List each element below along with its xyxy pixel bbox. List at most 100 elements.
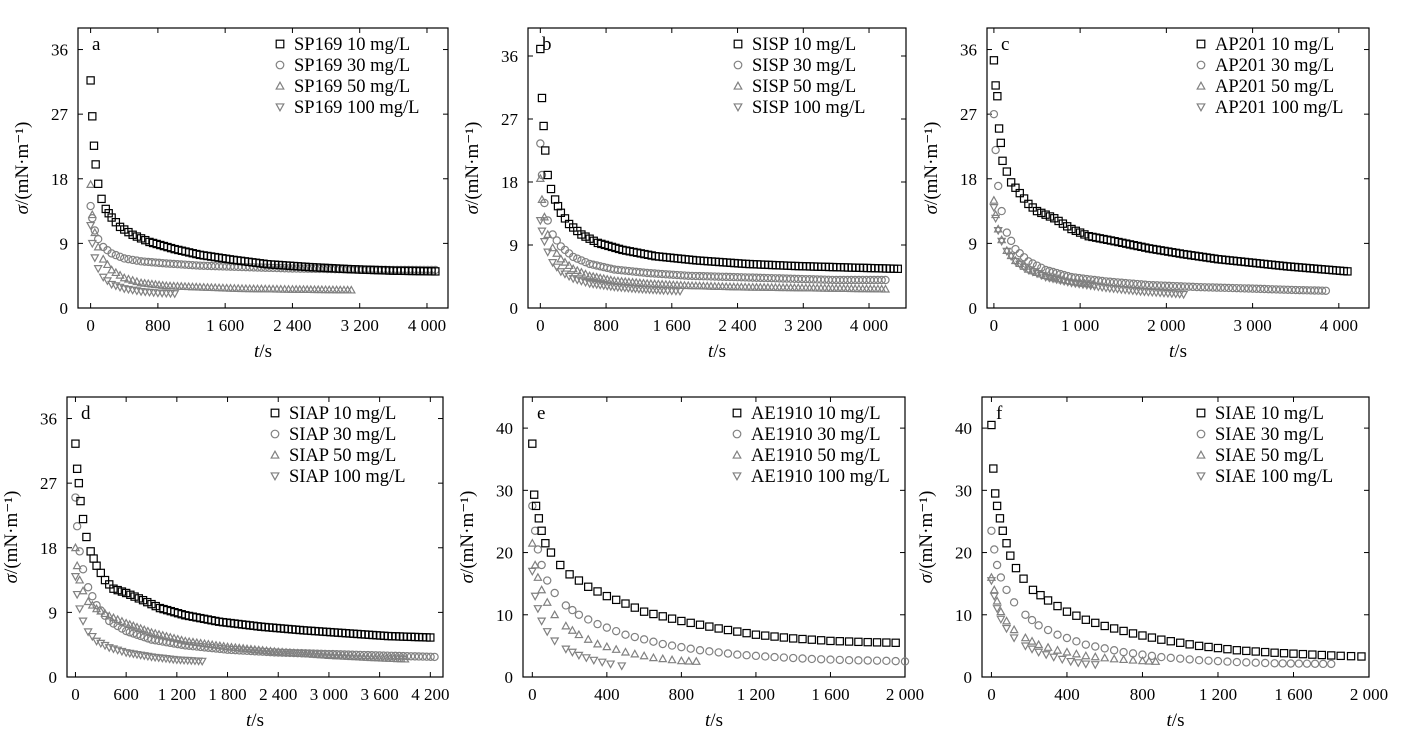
data-point [92,561,101,570]
data-point [1308,650,1317,659]
legend-marker [732,408,742,418]
x-tick-label: 0 [987,685,996,704]
data-point [1152,281,1162,290]
data-point [1019,253,1029,262]
data-point [991,145,1000,155]
y-tick-label: 27 [51,105,69,124]
data-point [574,610,584,619]
x-tick-label: 4 000 [1320,316,1358,335]
data-point [556,268,566,277]
data-point [1011,183,1020,192]
x-tick-label: 3 600 [361,685,399,704]
x-axis-label: t/s [246,710,264,731]
data-point [1286,659,1295,668]
data-point [140,633,149,642]
legend-marker [275,60,285,70]
y-tick-label: 10 [955,606,972,625]
data-point [414,652,424,661]
x-tick-label: 0 [528,685,537,704]
data-point [71,439,80,448]
data-point [1006,252,1016,262]
data-point [88,214,97,223]
legend-label: SP169 10 mg/L [294,35,410,55]
data-series [986,572,1161,665]
y-tick-label: 18 [51,170,68,189]
data-point [863,637,872,647]
data-point [550,637,560,646]
data-point [320,649,330,659]
y-tick-label: 36 [51,41,68,60]
data-point [132,276,142,286]
data-point [592,639,603,648]
data-point [742,628,751,638]
data-point [262,647,271,657]
data-point [109,619,118,628]
data-point [1204,642,1213,652]
data-point [270,648,279,657]
data-point [990,545,999,554]
data-point [1034,639,1044,649]
data-point [597,658,607,667]
data-point [584,615,593,624]
data-point [402,651,412,661]
data-point [593,619,602,629]
data-point [593,587,602,596]
data-point [1002,247,1012,257]
data-point [705,647,714,656]
data-point [113,585,122,595]
data-point [422,652,431,661]
data-point [1327,659,1336,669]
data-point [617,662,627,671]
data-series [85,179,356,294]
data-series [70,573,207,667]
data-point [1024,257,1033,266]
data-point [235,646,244,655]
data-point [128,230,137,239]
legend-label: SIAP 50 mg/L [289,446,396,466]
chart-panel-b: 0 800 1 600 2 400 3 200 4 000 0 9 18 27 36 t/s σ/(mN… [462,27,907,362]
data-point [75,547,84,556]
data-point [136,623,146,632]
data-point [997,234,1007,244]
data-point [611,595,621,605]
plot-frame [66,396,444,678]
data-point [90,227,100,237]
data-point [1053,601,1062,611]
legend-marker [270,408,280,418]
data-point [1041,210,1050,219]
legend-marker [275,39,285,49]
data-point [1137,280,1146,289]
data-point [993,92,1002,101]
data-point [90,254,100,263]
data-point [246,646,256,656]
data-point [1058,275,1068,284]
data-point [987,526,996,535]
data-point [528,439,537,448]
data-point [989,195,999,204]
data-point [639,607,649,616]
y-tick-label: 40 [496,419,513,438]
data-point [1053,630,1062,639]
data-point [807,654,817,664]
data-point [1213,656,1223,666]
data-point [395,651,404,661]
x-tick-label: 2 400 [259,685,297,704]
data-point [1062,607,1072,616]
data-point [1289,649,1298,658]
x-tick-label: 2 400 [273,316,311,335]
data-point [1310,659,1320,668]
x-tick-label: 4 200 [411,685,449,704]
x-tick-label: 4 000 [408,316,446,335]
data-point [714,624,723,633]
data-point [1041,270,1051,280]
data-point [336,650,345,659]
data-point [621,630,630,639]
data-point [991,81,1000,90]
data-point [546,184,556,194]
x-axis-label: t/s [708,341,726,362]
data-point [1011,563,1021,573]
data-point [564,260,574,270]
data-point [1133,279,1142,289]
